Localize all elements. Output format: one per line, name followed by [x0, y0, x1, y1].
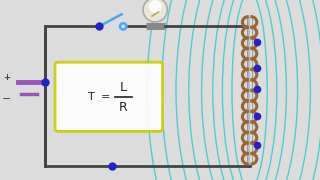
- Text: +: +: [3, 73, 10, 82]
- Text: R: R: [119, 101, 128, 114]
- Circle shape: [149, 1, 161, 12]
- Bar: [247, 17, 252, 164]
- Text: =: =: [101, 92, 110, 102]
- Text: L: L: [120, 81, 127, 94]
- Text: T: T: [88, 92, 95, 102]
- Text: −: −: [2, 94, 11, 104]
- Circle shape: [143, 0, 167, 22]
- FancyBboxPatch shape: [55, 62, 163, 131]
